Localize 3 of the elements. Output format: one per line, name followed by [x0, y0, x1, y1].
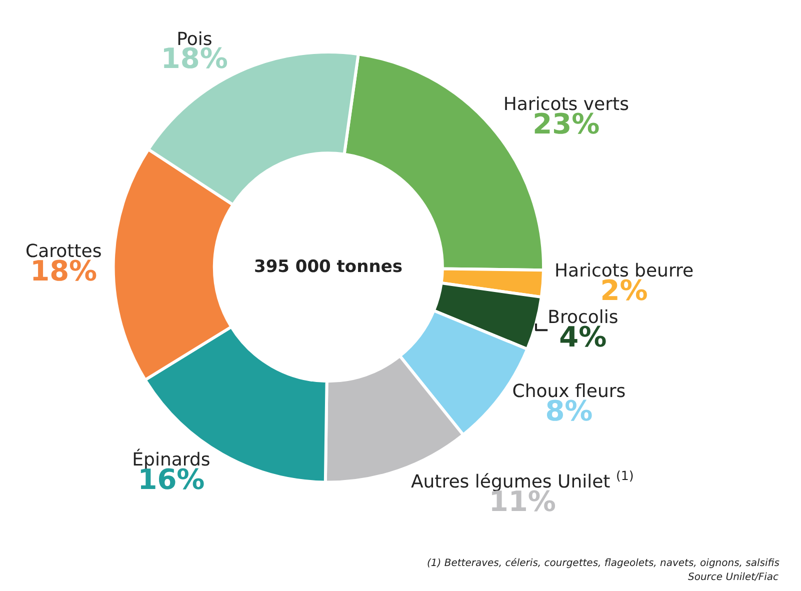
- text: (1) Betteraves, céleris, courgettes, flageolets, navets, oignons, salsifis: [427, 558, 780, 569]
- text: 395 000 tonnes: [254, 257, 402, 277]
- source-note: Source Unilet/Fiac: [688, 572, 780, 583]
